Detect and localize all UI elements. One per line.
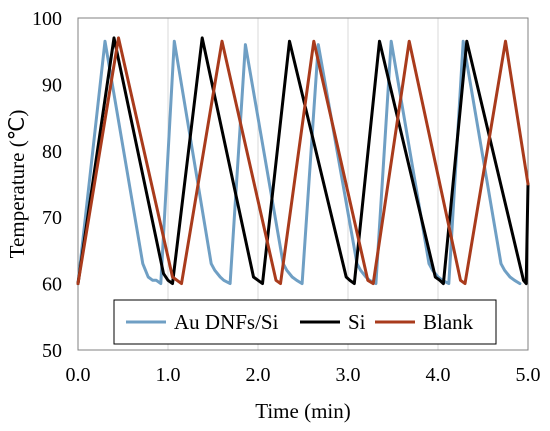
- legend-label: Au DNFs/Si: [174, 310, 279, 334]
- x-tick-label: 2.0: [246, 364, 271, 386]
- y-tick-label: 100: [32, 8, 62, 30]
- y-tick-label: 90: [42, 74, 62, 96]
- x-tick-label: 3.0: [336, 364, 361, 386]
- y-tick-label: 60: [42, 274, 62, 296]
- legend-label: Si: [348, 310, 366, 334]
- series-line-au-dnfs-si: [76, 39, 522, 286]
- legend: Au DNFs/Si Si Blank: [113, 299, 497, 345]
- x-axis-title: Time (min): [255, 399, 350, 423]
- x-tick-label: 5.0: [516, 364, 541, 386]
- x-tick-label: 4.0: [426, 364, 451, 386]
- series-line-blank: [76, 36, 530, 286]
- y-tick-label: 70: [42, 207, 62, 229]
- x-tick-labels: 0.0 1.0 2.0 3.0 4.0 5.0: [66, 364, 541, 386]
- series-group: [76, 36, 530, 286]
- x-tick-label: 0.0: [66, 364, 91, 386]
- y-axis-title: Temperature (℃): [5, 110, 29, 259]
- y-tick-labels: 50 60 70 80 90 100: [32, 8, 62, 362]
- y-tick-label: 50: [42, 340, 62, 362]
- y-tick-label: 80: [42, 141, 62, 163]
- legend-label: Blank: [423, 310, 474, 334]
- series-line-si: [76, 36, 530, 286]
- x-tick-label: 1.0: [156, 364, 181, 386]
